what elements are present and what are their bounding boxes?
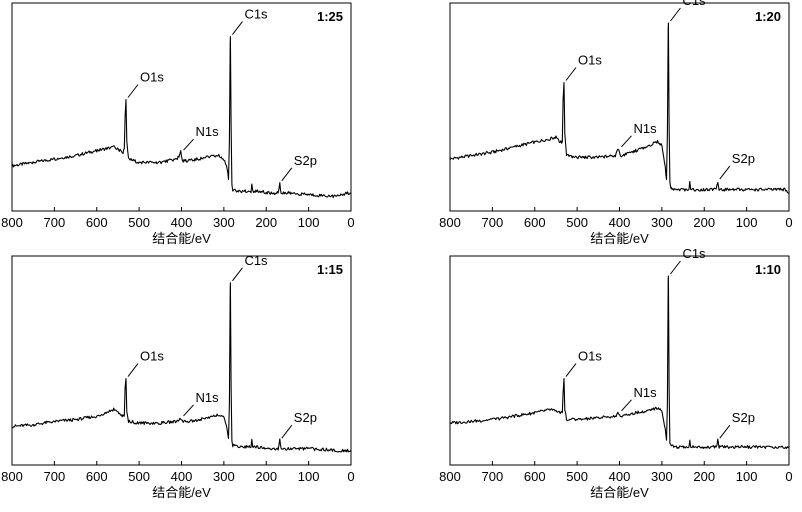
xps-panel-3: 800 700 600 500 400 300 200 100 0 结合能/eV 1:15 O1s N1… — [1, 253, 354, 500]
peak-leader-line — [719, 424, 731, 439]
x-tick-label: 0 — [785, 215, 792, 230]
x-tick-label: 0 — [785, 469, 792, 484]
peak-label-s2p: S2p — [294, 153, 317, 168]
x-tick-label: 700 — [482, 469, 504, 484]
x-tick-label: 800 — [1, 469, 23, 484]
x-tick-label: 300 — [213, 469, 235, 484]
peak-label-o1s: O1s — [578, 53, 602, 68]
peak-label-s2p: S2p — [294, 410, 317, 425]
peak-label-n1s: N1s — [196, 124, 220, 139]
panel-ratio-label: 1:20 — [755, 9, 781, 24]
x-tick-label: 100 — [736, 469, 758, 484]
peak-leader-line — [281, 424, 293, 439]
spectrum-line — [11, 282, 352, 453]
peak-leader-line — [232, 267, 243, 282]
x-tick-label: 400 — [609, 469, 631, 484]
x-tick-label: 500 — [128, 469, 150, 484]
plot-frame — [11, 255, 352, 466]
panel-ratio-label: 1:25 — [317, 9, 343, 24]
x-tick-label: 400 — [609, 215, 631, 230]
panel-ratio-label: 1:10 — [755, 262, 781, 277]
peak-leader-line — [670, 260, 681, 275]
x-tick-label: 200 — [693, 469, 715, 484]
x-tick-label: 300 — [213, 215, 235, 230]
xps-panel-2: 800 700 600 500 400 300 200 100 0 结合能/eV 1:20 O1s N1… — [439, 0, 792, 246]
peak-label-s2p: S2p — [732, 410, 755, 425]
peak-leader-line — [670, 7, 681, 22]
x-tick-label: 300 — [651, 469, 673, 484]
peak-leader-line — [281, 167, 293, 182]
x-tick-label: 800 — [439, 215, 461, 230]
x-tick-label: 600 — [86, 469, 108, 484]
x-tick-label: 400 — [171, 215, 193, 230]
peak-leader-line — [621, 135, 632, 148]
peak-label-s2p: S2p — [732, 151, 755, 166]
spectrum-line — [449, 275, 790, 450]
x-tick-label: 200 — [693, 215, 715, 230]
peak-leader-line — [183, 404, 194, 417]
peak-leader-line — [719, 165, 731, 180]
x-tick-label: 800 — [1, 215, 23, 230]
xps-panel-1: 800 700 600 500 400 300 200 100 0 结合能/eV 1:25 O1s N1… — [1, 2, 355, 246]
x-tick-label: 800 — [439, 469, 461, 484]
x-tick-label: 300 — [651, 215, 673, 230]
x-tick-label: 700 — [482, 215, 504, 230]
plot-frame — [449, 2, 790, 212]
x-tick-label: 200 — [255, 469, 277, 484]
spectrum-line — [449, 22, 790, 194]
peak-leader-line — [621, 399, 632, 412]
peak-leader-line — [127, 84, 139, 98]
plot-frame — [11, 2, 352, 212]
peak-label-n1s: N1s — [196, 390, 220, 405]
x-tick-label: 600 — [524, 469, 546, 484]
peak-leader-line — [183, 138, 194, 151]
x-tick-label: 600 — [524, 215, 546, 230]
x-tick-label: 400 — [171, 469, 193, 484]
peak-leader-line — [127, 363, 139, 377]
x-axis-title: 结合能/eV — [152, 231, 211, 246]
peak-label-o1s: O1s — [140, 70, 164, 85]
x-tick-label: 100 — [298, 469, 320, 484]
peak-leader-line — [565, 363, 577, 377]
x-tick-label: 0 — [347, 469, 354, 484]
x-axis-title: 结合能/eV — [590, 231, 649, 246]
peak-label-n1s: N1s — [634, 385, 658, 400]
x-tick-label: 100 — [736, 215, 758, 230]
peak-label-c1s: C1s — [682, 246, 706, 261]
x-tick-label: 100 — [298, 215, 320, 230]
peak-leader-line — [565, 67, 577, 81]
x-tick-label: 700 — [44, 215, 66, 230]
peak-label-c1s: C1s — [682, 0, 706, 8]
x-tick-label: 500 — [128, 215, 150, 230]
x-tick-label: 500 — [566, 469, 588, 484]
x-tick-label: 500 — [566, 215, 588, 230]
peak-label-c1s: C1s — [244, 7, 268, 22]
x-axis-title: 结合能/eV — [152, 485, 211, 500]
xps-panel-4: 800 700 600 500 400 300 200 100 0 结合能/eV 1:10 O1s N1… — [439, 246, 792, 500]
peak-label-o1s: O1s — [140, 349, 164, 364]
spectrum-line — [11, 36, 352, 199]
plot-frame — [449, 255, 790, 466]
peak-label-n1s: N1s — [634, 121, 658, 136]
peak-label-c1s: C1s — [244, 253, 268, 268]
peak-label-o1s: O1s — [578, 349, 602, 364]
x-axis-title: 结合能/eV — [590, 485, 649, 500]
x-tick-label: 600 — [86, 215, 108, 230]
peak-leader-line — [232, 21, 243, 35]
panel-ratio-label: 1:15 — [317, 262, 343, 277]
x-tick-label: 0 — [347, 215, 354, 230]
x-tick-label: 200 — [255, 215, 277, 230]
x-tick-label: 700 — [44, 469, 66, 484]
